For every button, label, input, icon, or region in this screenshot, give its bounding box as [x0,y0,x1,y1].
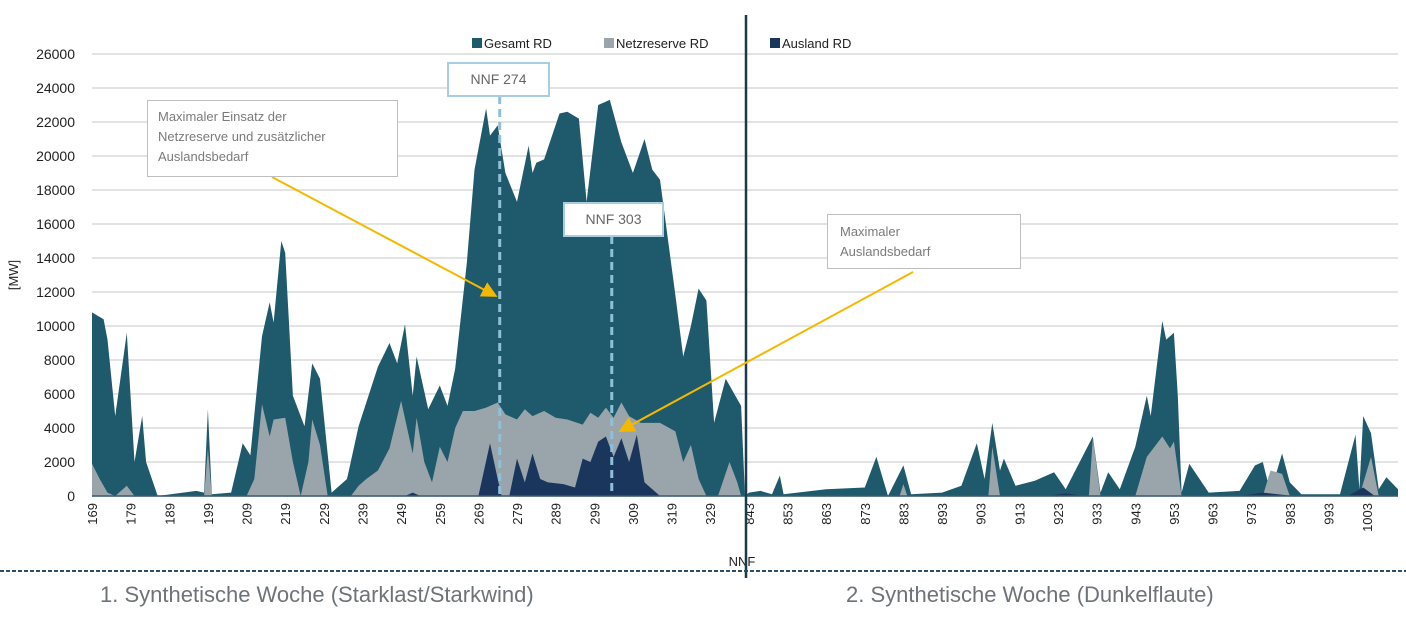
annotation-line: Maximaler Einsatz der [158,109,287,124]
x-tick-label: 863 [819,503,834,525]
x-tick-label: 259 [433,503,448,525]
x-tick-label: 923 [1051,503,1066,525]
segment-label-week-2: 2. Synthetische Woche (Dunkelflaute) [846,582,1214,607]
y-tick-label: 8000 [44,352,75,368]
x-tick-label: 993 [1321,503,1336,525]
y-tick-label: 26000 [36,46,75,62]
y-tick-label: 16000 [36,216,75,232]
annotation-line: Maximaler [840,224,900,239]
x-tick-label: 883 [896,503,911,525]
y-tick-label: 6000 [44,386,75,402]
y-tick-label: 22000 [36,114,75,130]
x-tick-label: 309 [626,503,641,525]
annotation-arrow [271,176,498,297]
x-tick-label: 843 [742,503,757,525]
x-tick-label: 853 [781,503,796,525]
marker-nnf-303: NNF 303 [563,202,664,237]
marker-nnf-274: NNF 274 [447,62,550,97]
x-tick-label: 873 [858,503,873,525]
x-tick-label: 913 [1012,503,1027,525]
x-tick-label: 179 [124,503,139,525]
x-tick-label: 269 [471,503,486,525]
x-tick-label: 249 [394,503,409,525]
y-tick-label: 14000 [36,250,75,266]
x-tick-label: 169 [85,503,100,525]
area-series-gesamt-rd [92,99,1398,497]
x-tick-label: 219 [278,503,293,525]
x-tick-label: 279 [510,503,525,525]
y-tick-label: 20000 [36,148,75,164]
segment-label-week-1: 1. Synthetische Woche (Starklast/Starkwi… [100,582,534,607]
x-tick-label: 903 [974,503,989,525]
x-tick-label: 1003 [1360,503,1375,532]
x-tick-label: 943 [1128,503,1143,525]
x-axis-label: NNF [729,554,756,569]
y-tick-label: 12000 [36,284,75,300]
y-tick-label: 2000 [44,454,75,470]
x-tick-label: 189 [162,503,177,525]
x-tick-label: 973 [1244,503,1259,525]
legend-swatch [770,38,780,48]
legend-swatch [604,38,614,48]
y-tick-label: 18000 [36,182,75,198]
x-tick-label: 983 [1283,503,1298,525]
annotation-arrow [618,271,914,432]
x-tick-label: 933 [1090,503,1105,525]
x-tick-label: 329 [703,503,718,525]
y-tick-label: 4000 [44,420,75,436]
area-series-netzreserve-rd [92,400,1398,496]
x-tick-label: 893 [935,503,950,525]
y-tick-label: 0 [67,488,75,504]
legend-label: Gesamt RD [484,36,552,51]
x-tick-label: 963 [1206,503,1221,525]
x-tick-label: 239 [355,503,370,525]
annotation-max-netzreserve: Maximaler Einsatz der Netzreserve und zu… [147,100,398,177]
x-tick-label: 289 [549,503,564,525]
y-tick-label: 10000 [36,318,75,334]
x-tick-label: 209 [240,503,255,525]
annotation-line: Netzreserve und zusätzlicher [158,129,326,144]
legend-swatch [472,38,482,48]
annotation-line: Auslandsbedarf [158,149,249,164]
x-tick-label: 299 [587,503,602,525]
legend-label: Ausland RD [782,36,851,51]
x-tick-label: 319 [665,503,680,525]
x-tick-label: 953 [1167,503,1182,525]
legend-label: Netzreserve RD [616,36,708,51]
x-tick-label: 229 [317,503,332,525]
annotation-max-ausland: Maximaler Auslandsbedarf [827,214,1021,269]
annotation-line: Auslandsbedarf [840,244,931,259]
x-tick-label: 199 [201,503,216,525]
y-tick-label: 24000 [36,80,75,96]
y-axis-label: [MW] [6,260,21,290]
